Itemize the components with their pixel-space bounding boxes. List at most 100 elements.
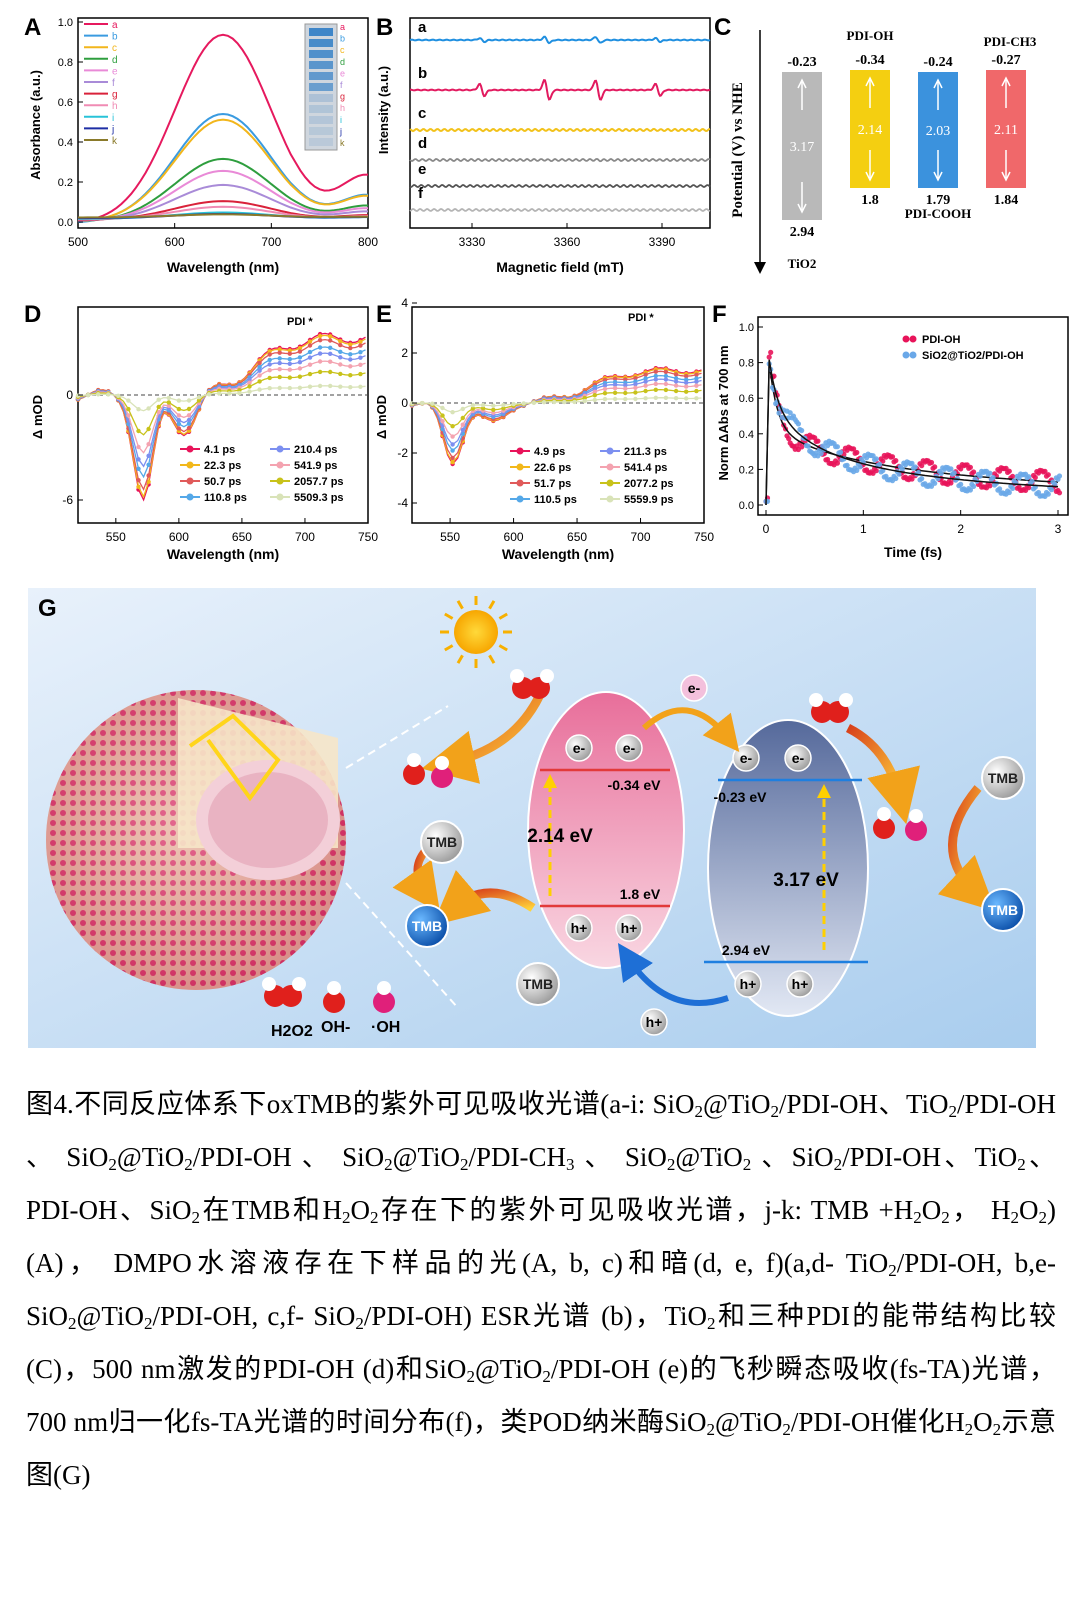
cb-label: -0.34: [855, 53, 884, 68]
photo-label: c: [340, 45, 345, 55]
legend: PDI-OH SiO2@TiO2/PDI-OH: [902, 334, 1024, 362]
panel-label: F: [712, 301, 727, 328]
y-axis-label: Δ mOD: [30, 395, 45, 439]
x-tick-label: 0: [763, 522, 770, 536]
mechanism-schematic: G -0.34 eV 1.8 eV 2.14 eV -0.23 eV: [28, 588, 1036, 1048]
axis-ticks: 55060065070075060-6-12: [62, 295, 378, 544]
left-cb-label: -0.34 eV: [608, 777, 662, 793]
hydroxide-ion: [403, 753, 425, 785]
absorbance-curve-e: [77, 169, 368, 222]
tmb-label: TMB: [988, 902, 1018, 918]
tmb-molecule: [420, 820, 464, 864]
y-tick-label: 1.0: [58, 17, 73, 29]
photo-label: i: [340, 115, 342, 125]
cb-label: -0.27: [991, 53, 1020, 68]
x-tick-label: 3: [1055, 522, 1062, 536]
electron-transfer-arrow: [641, 707, 740, 753]
h2o2-arrow-right: [845, 723, 920, 825]
tas-curve: [77, 332, 366, 502]
legend-label: 541.9 ps: [294, 460, 337, 472]
legend-label: 541.4 ps: [624, 462, 667, 474]
absorbance-curve-c: [77, 118, 368, 223]
panel-label: D: [24, 301, 42, 328]
band-bars: 3.17 -0.23 2.94 TiO2 2.14 -0.34 1.8 PDI-OH 2.03 -…: [782, 28, 1037, 271]
y-tick-label: -4: [397, 496, 408, 510]
trace-label: c: [418, 105, 426, 122]
tas-curve: [77, 352, 366, 468]
trace-label: d: [418, 135, 427, 152]
photo-label: g: [340, 92, 345, 102]
h2o2-molecule: [510, 669, 554, 699]
legend-h2o2: [262, 977, 306, 1007]
photo-label: d: [340, 57, 345, 67]
legend-label: g: [112, 90, 118, 101]
tmb-label: TMB: [427, 834, 457, 850]
electron: e-: [623, 740, 636, 756]
absorbance-curve-a: [77, 33, 369, 223]
photo-label: a: [340, 22, 345, 32]
x-tick-label: 550: [106, 530, 126, 544]
panel-label: C: [714, 14, 732, 41]
axis-ticks: 550 600 650 700 750 4 2 0 -2 -4: [397, 296, 714, 544]
hydroxyl-radical: [431, 756, 453, 788]
trace-label: a: [418, 19, 427, 36]
legend-label: 50.7 ps: [204, 476, 241, 488]
legend-label: a: [112, 20, 118, 31]
plot-frame: [411, 306, 705, 524]
y-axis-label: Potential (V) vs NHE: [730, 82, 746, 217]
hole: h+: [740, 976, 757, 992]
band-gap-label: 3.17: [790, 140, 815, 155]
legend-label: c: [112, 43, 117, 54]
y-tick-label: 2: [401, 346, 408, 360]
material-label: PDI-OH: [847, 28, 894, 43]
y-tick-label: -6: [62, 493, 73, 507]
legend-label: 4.1 ps: [204, 444, 235, 456]
tas-curve: [411, 374, 702, 452]
panel-d: D 55060065070075060-6-12 PDI * 4.1 ps22.…: [0, 295, 380, 575]
hydroxyl-radical: [905, 809, 927, 841]
y-axis-label: Norm ΔAbs at 700 nm: [716, 345, 731, 480]
h2o2-arrow-left: [421, 686, 548, 784]
axis-ticks: 0 1 2 3 0.0 0.2 0.4 0.6 0.8 1.0: [739, 322, 1062, 536]
tas-curve: [411, 378, 702, 446]
y-axis-label: Absorbance (a.u.): [28, 70, 43, 180]
legend-label: f: [112, 78, 115, 89]
x-tick-label: 750: [694, 530, 714, 544]
legend-label: ·OH: [371, 1019, 400, 1036]
fs-ta-chart-sio2-tio2-pdi-oh: 550 600 650 700 750 4 2 0 -2 -4 PDI * 4.9 ps 22.6 …: [374, 296, 714, 562]
x-tick-label: 3330: [459, 235, 486, 249]
photo-label: f: [340, 80, 343, 90]
legend-label: k: [112, 136, 118, 147]
y-tick-label: 6: [66, 295, 73, 297]
hole-transfer-arrow: [618, 943, 729, 1006]
x-tick-label: 3390: [649, 235, 676, 249]
annotation: PDI *: [628, 312, 654, 324]
hole: h+: [792, 976, 809, 992]
legend-label: H2O2: [271, 1023, 313, 1040]
cb-label: -0.23: [787, 55, 816, 70]
fs-ta-chart-pdi-oh: 55060065070075060-6-12 PDI * 4.1 ps22.3 …: [30, 295, 378, 562]
figure-caption: 图4.不同反应体系下oxTMB的紫外可见吸收光谱(a-i: SiO2@TiO2/…: [26, 1089, 1057, 1490]
electron: e-: [792, 750, 805, 766]
legend-label: j: [111, 124, 114, 135]
electron: e-: [740, 750, 753, 766]
hole: h+: [571, 920, 588, 936]
pdi-oh-ellipse: [527, 691, 685, 969]
y-tick-label: 0.2: [58, 177, 73, 189]
panel-e: E 550 600 650 700 750 4 2 0 -2 -4 PDI * 4.9 ps 22.…: [370, 295, 720, 575]
annotation: PDI *: [287, 316, 313, 328]
tas-curves: [409, 366, 702, 467]
tas-curve: [411, 388, 702, 427]
kinetic-points: [763, 349, 1063, 506]
trace-label: b: [418, 65, 427, 82]
legend-label: SiO2@TiO2/PDI-OH: [922, 350, 1024, 362]
panel-label: E: [376, 301, 393, 328]
tas-curve: [411, 383, 702, 438]
photo-label: j: [339, 126, 342, 136]
legend-label: i: [112, 113, 114, 124]
tas-curve: [77, 334, 366, 499]
y-tick-label: 0: [66, 388, 73, 402]
x-axis-label: Wavelength (nm): [167, 259, 279, 275]
